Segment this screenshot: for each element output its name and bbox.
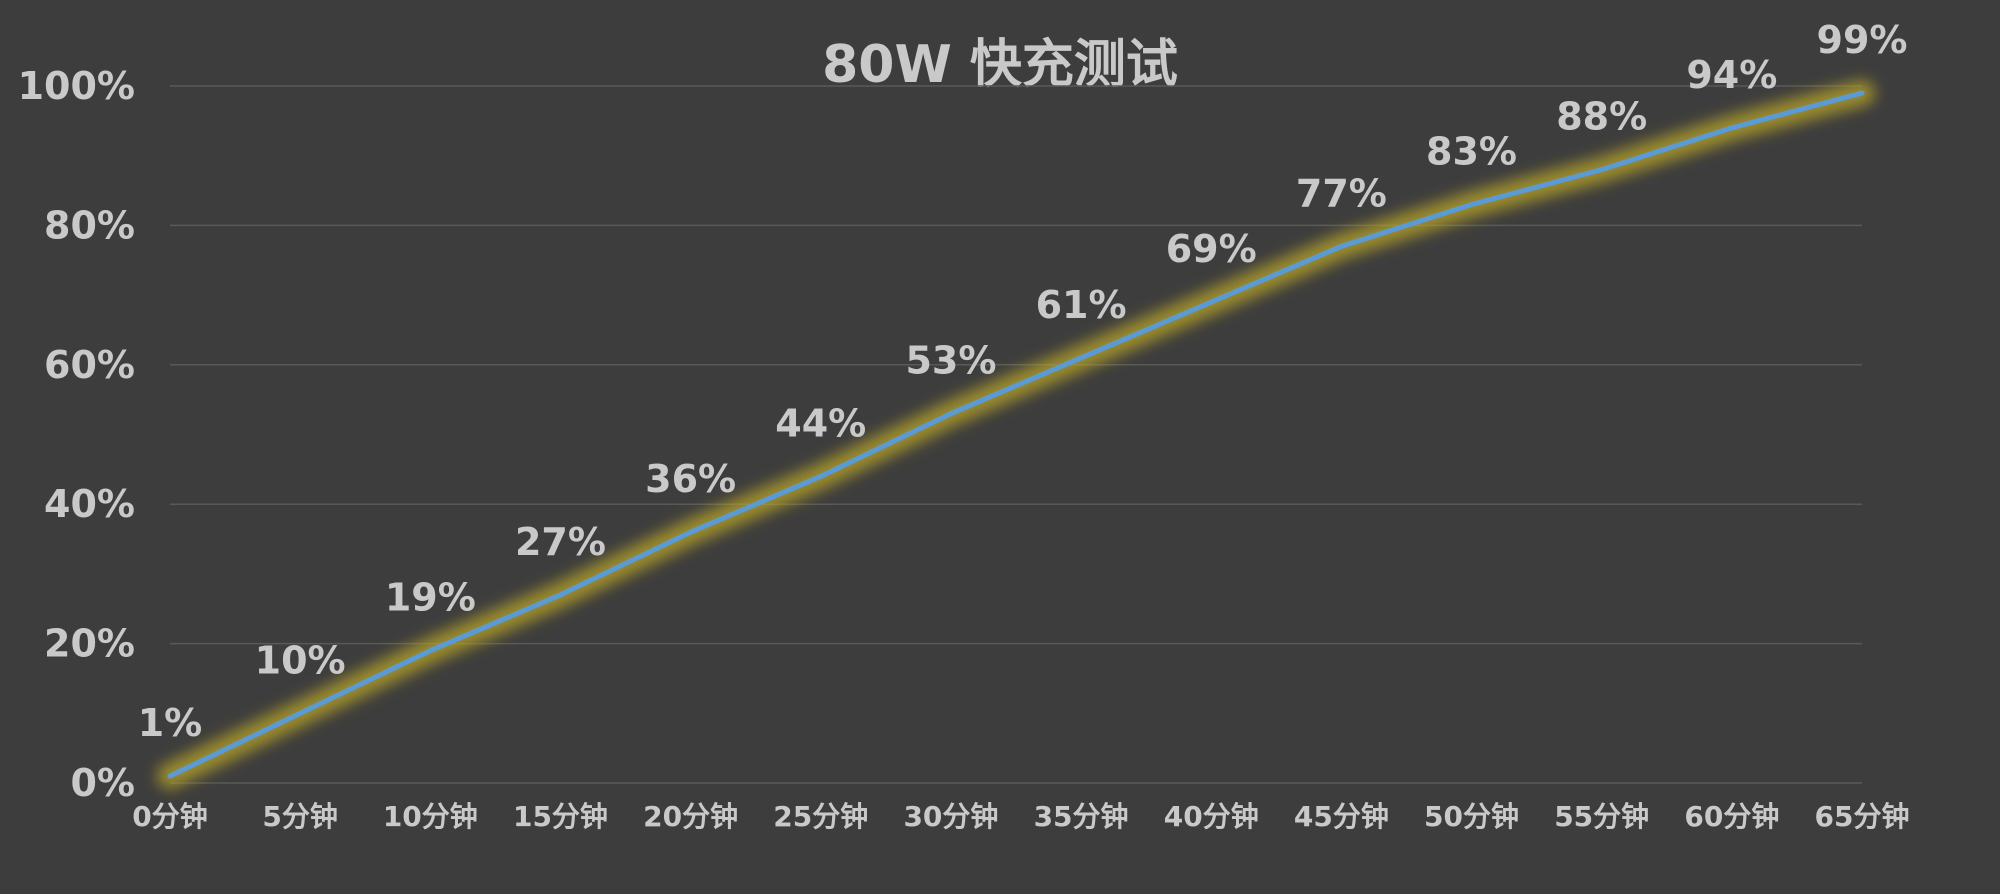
x-tick-label: 40分钟 [1164,800,1259,833]
data-label: 61% [1036,283,1127,327]
y-tick-label: 0% [70,761,135,805]
y-tick-label: 60% [44,343,135,387]
x-tick-label: 50分钟 [1424,800,1519,833]
data-label: 10% [255,638,346,682]
chart-title: 80W 快充测试 [822,35,1178,95]
series-layer [157,79,1875,790]
data-point [819,474,823,478]
data-point [1209,300,1213,304]
x-axis: 0分钟 5分钟 10分钟 15分钟 20分钟 25分钟 30分钟 35分钟 40分钟 45分钟 50… [132,800,1909,833]
x-tick-label: 60分钟 [1684,800,1779,833]
data-label: 44% [775,401,866,445]
data-label: 94% [1686,53,1777,97]
y-axis: 0% 20% 40% 60% 80% 100% [18,64,135,805]
x-tick-label: 55分钟 [1554,800,1649,833]
y-tick-label: 40% [44,482,135,526]
x-tick-label: 65分钟 [1815,800,1910,833]
data-point [558,593,562,597]
x-tick-label: 0分钟 [132,800,207,833]
data-label-layer: 1% 10% 19% 27% 36% 44% 53% 61% 69% 77% 83% 88% 94% 99… [138,18,1908,745]
x-tick-label: 20分钟 [643,800,738,833]
data-label: 1% [138,701,203,745]
data-label: 36% [645,457,736,501]
data-point [1079,356,1083,360]
data-point [949,412,953,416]
data-point [689,530,693,534]
x-tick-label: 45分钟 [1294,800,1389,833]
data-label: 69% [1166,227,1257,271]
data-point [1600,168,1604,172]
x-tick-label: 25分钟 [773,800,868,833]
data-label: 27% [515,520,606,564]
data-label: 88% [1556,95,1647,139]
data-point [1730,126,1734,130]
data-point [428,649,432,653]
data-point [1860,91,1864,95]
data-point [1339,244,1343,248]
data-point [168,774,172,778]
data-label: 83% [1426,129,1517,173]
data-label: 19% [385,576,476,620]
x-tick-label: 10分钟 [383,800,478,833]
data-point [298,711,302,715]
series-line-glow [157,79,1875,790]
y-tick-label: 100% [18,64,135,108]
y-tick-label: 20% [44,622,135,666]
x-tick-label: 35分钟 [1034,800,1129,833]
x-tick-label: 5分钟 [262,800,337,833]
data-point [1470,202,1474,206]
data-label: 53% [905,339,996,383]
x-tick-label: 15分钟 [513,800,608,833]
y-tick-label: 80% [44,203,135,247]
grid-layer [170,85,1862,784]
series-line [167,90,1865,779]
data-label: 77% [1296,171,1387,215]
x-tick-label: 30分钟 [903,800,998,833]
data-label: 99% [1817,18,1908,62]
